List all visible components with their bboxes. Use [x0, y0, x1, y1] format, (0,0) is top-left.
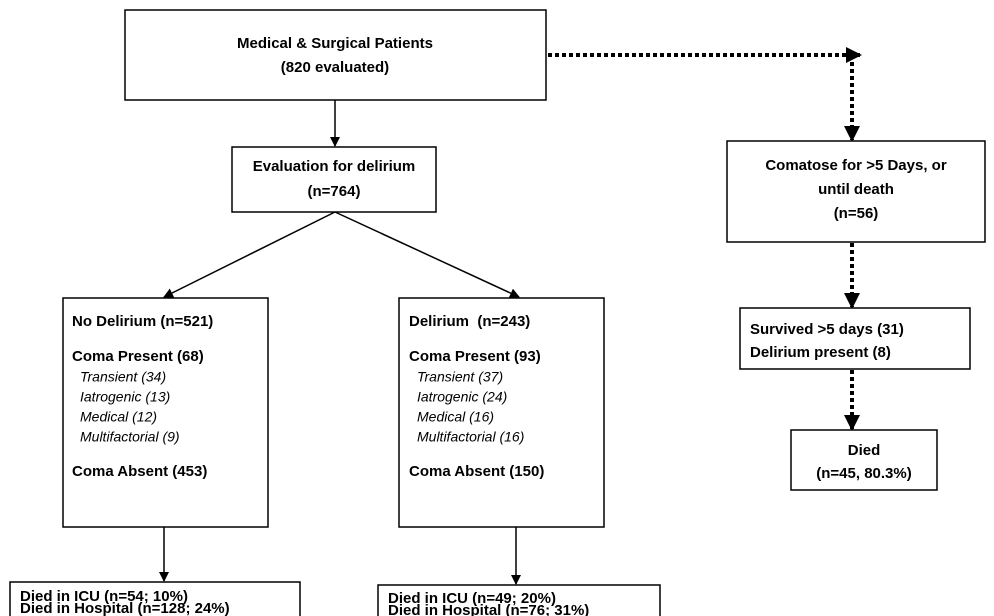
label: (n=56)	[834, 205, 879, 222]
arrow	[334, 211, 520, 298]
box	[124, 9, 547, 101]
label: Medical & Surgical Patients	[237, 35, 433, 52]
label: Died in ICU (n=54; 10%)	[20, 588, 188, 605]
label: Medical (16)	[417, 409, 494, 425]
label: Evaluation for delirium	[253, 158, 416, 175]
label: Coma Present (93)	[409, 348, 541, 365]
label: Iatrogenic (13)	[80, 389, 170, 405]
box	[398, 297, 605, 528]
label: Transient (37)	[417, 369, 503, 385]
label: Medical (12)	[80, 409, 157, 425]
label: Iatrogenic (24)	[417, 389, 507, 405]
label: Coma Present (68)	[72, 348, 204, 365]
label: Multifactorial (9)	[80, 429, 180, 445]
label: Coma Absent (150)	[409, 463, 544, 480]
label: (n=45, 80.3%)	[816, 465, 911, 482]
label: Died in Hospital (n=128; 24%)	[20, 600, 230, 616]
label: (820 evaluated)	[281, 59, 389, 76]
label: Transient (34)	[80, 369, 166, 385]
arrow	[163, 211, 336, 298]
label: Survived >5 days (31)	[750, 321, 904, 338]
label: No Delirium (n=521)	[72, 313, 213, 330]
label: Died in Hospital (n=76; 31%)	[388, 602, 589, 616]
label: Delirium (n=243)	[409, 313, 530, 330]
label: Delirium present (8)	[750, 344, 891, 361]
box	[790, 429, 938, 491]
label: Died in ICU (n=49; 20%)	[388, 590, 556, 607]
box	[377, 584, 661, 616]
box	[739, 307, 971, 370]
label: Multifactorial (16)	[417, 429, 524, 445]
label: Died	[848, 442, 881, 459]
label: until death	[818, 181, 894, 198]
label: (n=764)	[308, 183, 361, 200]
box	[62, 297, 269, 528]
box	[9, 581, 301, 616]
label: Comatose for >5 Days, or	[765, 157, 946, 174]
box	[231, 146, 437, 213]
box	[726, 140, 986, 243]
label: Coma Absent (453)	[72, 463, 207, 480]
